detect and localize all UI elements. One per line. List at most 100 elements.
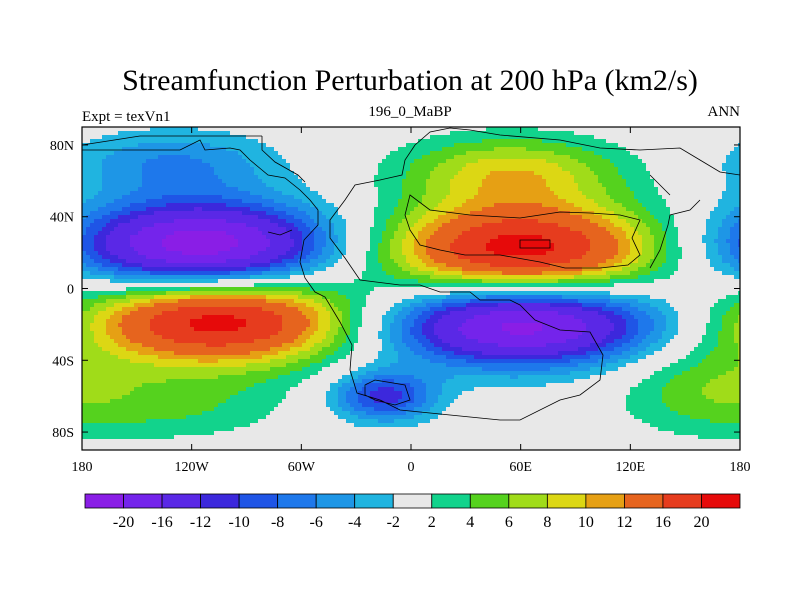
field-cell (658, 139, 663, 144)
field-cell (262, 227, 267, 232)
field-cell (518, 139, 523, 144)
field-cell (282, 155, 287, 160)
field-cell (306, 131, 311, 136)
field-cell (278, 135, 283, 140)
field-cell (626, 227, 631, 232)
field-cell (666, 227, 671, 232)
field-cell (454, 155, 459, 160)
field-cell (638, 127, 643, 132)
field-cell (342, 219, 347, 224)
field-cell (722, 219, 727, 224)
field-cell (230, 219, 235, 224)
field-cell (230, 223, 235, 228)
field-cell (326, 223, 331, 228)
field-cell (698, 195, 703, 200)
field-cell (154, 231, 159, 236)
field-cell (94, 195, 99, 200)
field-cell (678, 211, 683, 216)
field-cell (330, 179, 335, 184)
field-cell (538, 223, 543, 228)
field-cell (126, 195, 131, 200)
field-cell (550, 187, 555, 192)
field-cell (338, 179, 343, 184)
field-cell (386, 239, 391, 244)
field-cell (738, 219, 740, 224)
field-cell (366, 139, 371, 144)
field-cell (130, 219, 135, 224)
field-cell (386, 215, 391, 220)
field-cell (130, 203, 135, 208)
field-cell (730, 211, 735, 216)
field-cell (494, 235, 499, 240)
field-cell (298, 223, 303, 228)
field-cell (362, 235, 367, 240)
field-cell (614, 239, 619, 244)
field-cell (334, 239, 339, 244)
field-cell (514, 243, 519, 248)
field-cell (550, 131, 555, 136)
field-cell (626, 199, 631, 204)
field-cell (174, 231, 179, 236)
field-cell (622, 195, 627, 200)
field-cell (694, 147, 699, 152)
field-cell (378, 183, 383, 188)
field-cell (690, 151, 695, 156)
field-cell (242, 143, 247, 148)
field-cell (106, 179, 111, 184)
field-cell (502, 127, 507, 132)
field-cell (294, 163, 299, 168)
field-cell (194, 231, 199, 236)
field-cell (214, 167, 219, 172)
field-cell (378, 219, 383, 224)
field-cell (518, 207, 523, 212)
field-cell (254, 135, 259, 140)
field-cell (462, 215, 467, 220)
field-cell (578, 175, 583, 180)
field-cell (314, 235, 319, 240)
field-cell (654, 151, 659, 156)
field-cell (138, 223, 143, 228)
field-cell (158, 211, 163, 216)
field-cell (462, 239, 467, 244)
field-cell (734, 239, 739, 244)
field-cell (122, 143, 127, 148)
field-cell (554, 187, 559, 192)
field-cell (506, 147, 511, 152)
field-cell (118, 147, 123, 152)
field-cell (346, 139, 351, 144)
field-cell (230, 151, 235, 156)
field-cell (286, 179, 291, 184)
field-cell (250, 223, 255, 228)
field-cell (534, 143, 539, 148)
field-cell (514, 199, 519, 204)
field-cell (194, 247, 199, 252)
field-cell (690, 139, 695, 144)
field-cell (430, 243, 435, 248)
field-cell (426, 155, 431, 160)
field-cell (346, 179, 351, 184)
field-cell (594, 243, 599, 248)
field-cell (530, 219, 535, 224)
field-cell (310, 219, 315, 224)
field-cell (174, 139, 179, 144)
field-cell (574, 139, 579, 144)
field-cell (226, 139, 231, 144)
field-cell (514, 135, 519, 140)
field-cell (650, 179, 655, 184)
field-cell (150, 127, 155, 132)
field-cell (314, 127, 319, 132)
field-cell (430, 215, 435, 220)
field-cell (702, 203, 707, 208)
field-cell (186, 135, 191, 140)
field-cell (506, 171, 511, 176)
field-cell (370, 159, 375, 164)
field-cell (442, 143, 447, 148)
field-cell (134, 131, 139, 136)
field-cell (726, 235, 731, 240)
field-cell (122, 231, 127, 236)
field-cell (658, 179, 663, 184)
field-cell (302, 195, 307, 200)
field-cell (258, 159, 263, 164)
field-cell (478, 195, 483, 200)
field-cell (674, 219, 679, 224)
